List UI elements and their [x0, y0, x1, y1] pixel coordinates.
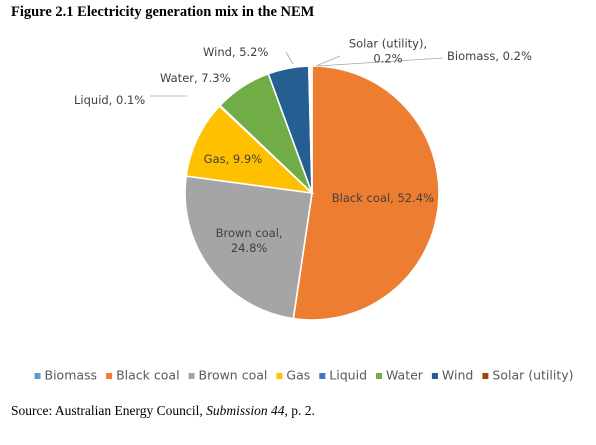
legend-label: Solar (utility) [492, 368, 573, 383]
pie-slice-gas [185, 104, 315, 195]
legend-swatch [188, 373, 195, 379]
legend-label: Water [386, 368, 424, 383]
pie-slice-brown-coal [184, 175, 313, 320]
leader-lines [150, 51, 444, 97]
legend-item-gas: Gas [276, 368, 310, 383]
legend-label: Biomass [45, 368, 98, 383]
slice-label-line: Liquid, 0.1% [74, 93, 145, 107]
slice-label-line: 24.8% [231, 241, 268, 255]
leader-line-biomass [317, 57, 444, 67]
leader-line-solar-utility [315, 55, 341, 67]
source-prefix: Source: Australian Energy Council, [11, 403, 207, 418]
legend-item-biomass: Biomass [34, 368, 98, 383]
legend-item-wind: Wind [431, 368, 473, 383]
legend-swatch [431, 373, 438, 379]
slice-label-line: Black coal, 52.4% [332, 191, 434, 205]
legend-swatch [376, 373, 382, 379]
legend-label: Black coal [116, 368, 179, 383]
slice-label-biomass: Biomass, 0.2% [447, 49, 532, 63]
slice-label-liquid: Liquid, 0.1% [74, 93, 145, 107]
leader-line-wind [285, 51, 294, 65]
legend-label: Liquid [329, 368, 367, 383]
legend-item-solar-utility: Solar (utility) [482, 368, 574, 383]
slice-label-solar-utility: Solar (utility), 0.2% [349, 37, 427, 66]
legend-label: Gas [286, 368, 310, 383]
legend-swatch [482, 373, 489, 379]
source-title: Submission 44 [206, 403, 285, 418]
legend-item-liquid: Liquid [319, 368, 367, 383]
legend-item-black-coal: Black coal [106, 368, 180, 383]
slice-label-line: Wind, 5.2% [203, 45, 269, 59]
legend-swatch [276, 373, 283, 379]
source-note: Source: Australian Energy Council, Submi… [11, 403, 315, 419]
slice-label-water: Water, 7.3% [160, 71, 231, 85]
legend-label: Wind [442, 368, 473, 383]
legend-swatch [319, 373, 326, 379]
pie-slice-black-coal [292, 65, 440, 321]
pie-slices [184, 65, 440, 321]
pie-slice-biomass [309, 65, 313, 194]
slice-label-wind: Wind, 5.2% [203, 45, 269, 59]
legend-swatch [34, 373, 41, 379]
slice-label-line: Solar (utility), [349, 37, 427, 51]
legend-label: Brown coal [199, 368, 268, 383]
slice-label-line: Water, 7.3% [160, 71, 231, 85]
source-suffix: , p. 2. [284, 403, 315, 418]
legend: Biomass Black coal Brown coal Gas Liquid Wate… [34, 368, 574, 383]
slice-label-line: Gas, 9.9% [204, 152, 263, 166]
slice-label-brown-coal: Brown coal, 24.8% [216, 226, 283, 255]
slice-label-black-coal: Black coal, 52.4% [332, 191, 434, 205]
slice-label-line: 0.2% [373, 52, 402, 66]
legend-item-water: Water [376, 368, 424, 383]
legend-item-brown-coal: Brown coal [188, 368, 268, 383]
slice-label-line: Biomass, 0.2% [447, 49, 532, 63]
slice-label-line: Brown coal, [216, 226, 283, 240]
slice-label-gas: Gas, 9.9% [204, 152, 263, 166]
legend-swatch [106, 373, 113, 379]
figure-title: Figure 2.1 Electricity generation mix in… [11, 4, 315, 20]
slice-labels: Black coal, 52.4% Brown coal, 24.8% Gas, 9.… [74, 37, 532, 255]
